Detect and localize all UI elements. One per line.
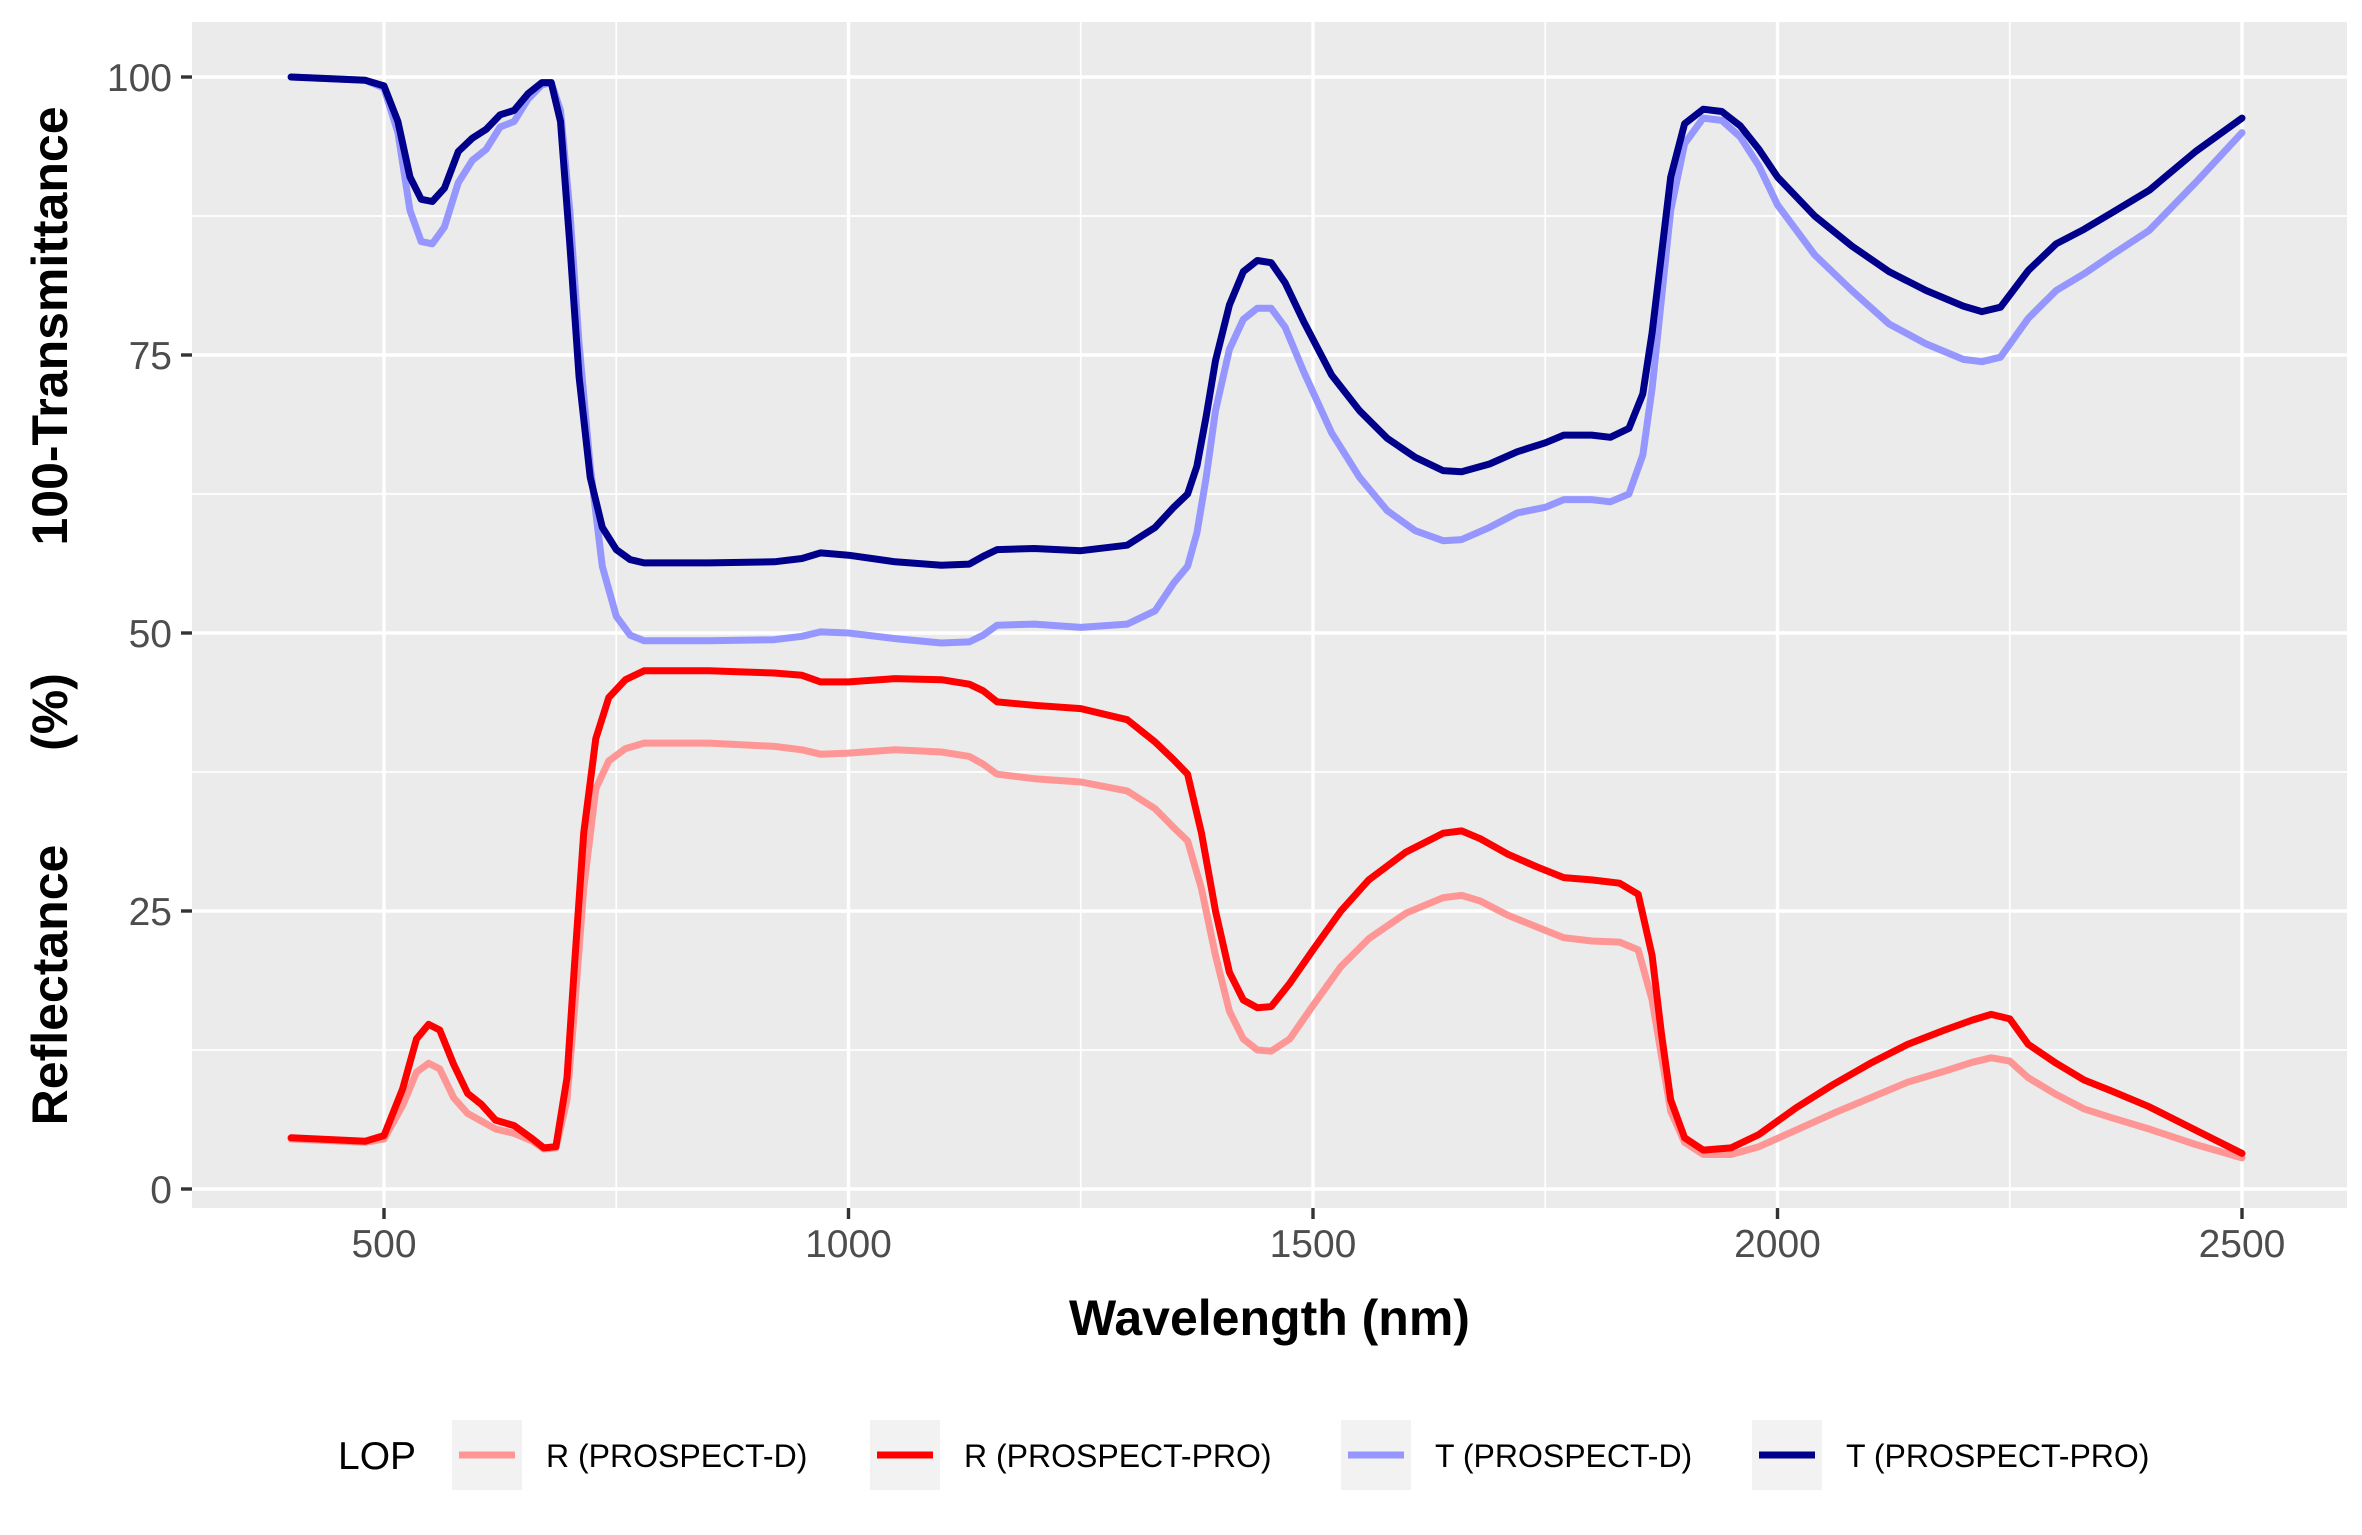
y-axis-title-part: 100-Transmittance <box>22 106 78 545</box>
x-axis-title: Wavelength (nm) <box>1069 1290 1470 1346</box>
x-tick-label: 2500 <box>2199 1223 2286 1266</box>
x-tick-label: 1500 <box>1270 1223 1357 1266</box>
y-axis-title: Reflectance (%) 100-Transmittance <box>22 106 78 1125</box>
legend-label: T (PROSPECT-PRO) <box>1846 1438 2149 1474</box>
minor-gridlines <box>192 22 2347 1208</box>
legend-label: T (PROSPECT-D) <box>1435 1438 1692 1474</box>
series-line-3 <box>287 73 2246 569</box>
x-axis: 500 1000 1500 2000 2500 <box>351 1208 2285 1266</box>
y-axis-title-part: Reflectance <box>22 845 78 1126</box>
x-tick-label: 1000 <box>805 1223 892 1266</box>
x-tick-label: 2000 <box>1734 1223 1821 1266</box>
y-tick-label: 0 <box>150 1169 172 1212</box>
y-tick-label: 25 <box>129 891 172 934</box>
series-line-1 <box>287 667 2246 1157</box>
y-tick-label: 50 <box>129 613 172 656</box>
y-tick-label: 100 <box>107 57 172 100</box>
y-tick-label: 75 <box>129 335 172 378</box>
y-axis-title-part: (%) <box>22 673 78 751</box>
y-axis: 0 25 50 75 100 <box>107 57 192 1212</box>
x-tick-label: 500 <box>351 1223 416 1266</box>
legend: LOP R (PROSPECT-D) R (PROSPECT-PRO) T (PROS… <box>338 1420 2149 1490</box>
legend-title: LOP <box>338 1435 416 1478</box>
series-lines <box>287 73 2246 1162</box>
legend-label: R (PROSPECT-D) <box>546 1438 807 1474</box>
legend-label: R (PROSPECT-PRO) <box>964 1438 1272 1474</box>
plot-panel <box>192 22 2347 1208</box>
